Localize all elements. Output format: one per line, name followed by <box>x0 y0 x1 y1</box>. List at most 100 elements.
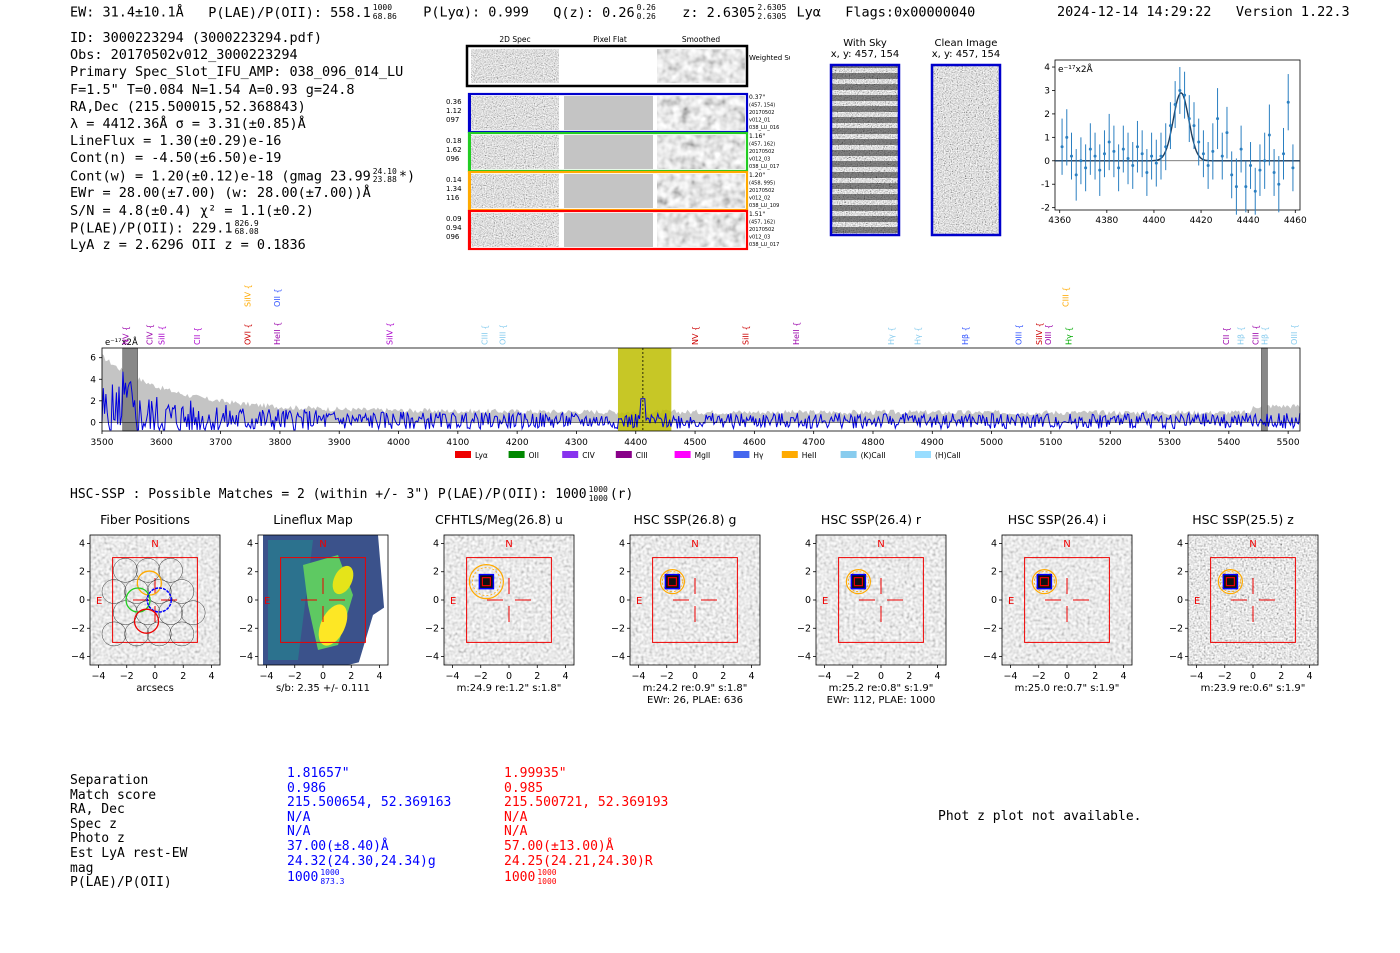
catalog-match-red <box>667 577 677 587</box>
image-panel-title: Fiber Positions <box>100 512 190 527</box>
north-label: N <box>1249 539 1256 550</box>
match-row-label: P(LAE)/P(OII) <box>70 875 172 891</box>
panel-ytick-label: 2 <box>79 567 85 578</box>
panel-ytick-label: −4 <box>71 652 85 663</box>
spectrum-noise-band <box>102 354 1300 423</box>
fiber-circle <box>124 621 149 647</box>
source-aperture <box>1031 569 1057 595</box>
panel-xtick-label: −2 <box>1218 671 1232 682</box>
source-aperture <box>1217 569 1243 595</box>
sky-cutout-image <box>90 535 220 665</box>
zoom-ytick-label: 1 <box>1044 133 1050 143</box>
svg-text:HeII: HeII <box>802 451 817 460</box>
spectrum-xtick-label: 5000 <box>980 438 1003 448</box>
zoom-data-point <box>1154 139 1158 187</box>
match-red-value: 215.500721, 52.369193 <box>504 795 669 811</box>
spectrum-xtick-label: 4400 <box>624 438 647 448</box>
north-label: N <box>151 539 158 550</box>
match-red-value: N/A <box>504 809 528 825</box>
image-panel: HSC SSP(26.8) g N E 4 2 0 −2 −4 −4 −2 0 2 4 m:24.2 re… <box>610 512 770 721</box>
spectrum-legend-item: OII <box>508 451 539 460</box>
spectrum-legend-item: HeII <box>781 451 817 460</box>
cutout-row-stat: 0.18 <box>446 137 462 145</box>
zoom-data-point <box>1206 142 1210 189</box>
svg-text:CIII: CIII <box>636 451 648 460</box>
panel-ytick-label: −2 <box>1169 623 1183 634</box>
cutout-row-meta: (457, 162) <box>749 220 775 226</box>
emission-line-label: Hβ { <box>1260 326 1269 345</box>
cutout-row-stat: 1.34 <box>446 185 462 193</box>
east-label: E <box>636 596 642 607</box>
zoom-ytick-label: 3 <box>1044 86 1050 96</box>
spectrum-flux-line <box>101 371 1301 432</box>
header-plya: P(Lyα): 0.999 <box>423 4 529 21</box>
panel-ytick-label: 0 <box>433 595 439 606</box>
cutout-row-meta: 1.51" <box>749 211 765 218</box>
panel-ytick-label: 2 <box>991 567 997 578</box>
panel-frame <box>815 534 947 666</box>
cutout-row-meta: v012_03 <box>749 235 770 241</box>
search-box <box>838 557 924 643</box>
spectrum-xtick-label: 4600 <box>743 438 766 448</box>
cutout-row-meta: 038_LU_017 <box>749 164 779 170</box>
panel-frame <box>629 534 761 666</box>
image-panel-caption: m:24.2 re:0.9" s:1.8" <box>643 683 748 694</box>
cutout-row-meta: 1.16" <box>749 133 765 140</box>
match-row-label: Photo z <box>70 831 125 847</box>
zoom-xtick-label: 4400 <box>1142 216 1165 226</box>
zoom-xtick-label: 4460 <box>1284 216 1307 226</box>
zoom-xtick-label: 4380 <box>1095 216 1118 226</box>
spectrum-ytick-label: 2 <box>90 397 96 407</box>
spectrum-xtick-label: 4300 <box>565 438 588 448</box>
image-panel: Lineflux Map N E 4 2 0 −2 −4 −4 −2 0 2 4 s/b: 2.35 +/… <box>238 512 398 721</box>
zoom-fit-curve <box>1055 91 1300 162</box>
zoom-data-point <box>1140 130 1144 178</box>
panel-ytick-label: 2 <box>619 567 625 578</box>
weighted-sum-row: Weighted Sum <box>465 44 790 88</box>
zoom-data-point <box>1277 156 1281 213</box>
clean-image <box>930 63 1002 237</box>
fiber-highlight-red <box>133 608 160 634</box>
col-header-pixel-flat: Pixel Flat <box>593 35 627 44</box>
emission-line-label: SiII { <box>157 325 166 345</box>
emission-line-label: Hγ { <box>887 327 896 345</box>
header-plae: P(LAE)/P(OII): 558.1 1000 68.86 <box>208 3 397 21</box>
panel-ytick-label: −4 <box>797 652 811 663</box>
emission-line-label: NV { <box>122 326 131 345</box>
info-fwhm: F=1.5" T=0.084 N=1.54 A=0.93 g=24.8 <box>70 81 355 98</box>
panel-ytick-label: −4 <box>239 652 253 663</box>
zoom-data-point <box>1088 123 1092 175</box>
image-panel-caption-2: EWr: 26, PLAE: 636 <box>647 695 743 706</box>
header-z: z: 2.6305 2.6305 2.6305 <box>682 3 787 21</box>
panel-xtick-label: −4 <box>631 671 645 682</box>
emission-line-label: CIII { <box>1062 287 1071 307</box>
match-blue-value: N/A <box>287 824 311 840</box>
east-label: E <box>822 596 828 607</box>
header-line: Lyα <box>796 4 821 21</box>
sky-cutout-image <box>1002 535 1132 665</box>
panel-xtick-label: −2 <box>120 671 134 682</box>
match-row-label: Separation <box>70 773 149 788</box>
cutout-row-meta: (457, 154) <box>749 103 775 109</box>
search-box <box>112 557 198 643</box>
image-panel-caption-2: EWr: 112, PLAE: 1000 <box>827 695 936 706</box>
north-label: N <box>1063 539 1070 550</box>
panel-xtick-label: 0 <box>878 671 884 682</box>
zoom-data-point <box>1272 149 1276 196</box>
panel-ytick-label: −2 <box>425 623 439 634</box>
sky-images <box>829 63 1002 237</box>
emission-line-label: Hγ { <box>1065 327 1074 345</box>
source-aperture <box>845 569 871 595</box>
match-row-label: Est LyA rest-EW <box>70 845 188 861</box>
emission-line-label: SiIV { <box>1035 322 1044 345</box>
fiber-highlight-blue <box>146 587 172 613</box>
zoom-data-point <box>1282 127 1286 180</box>
with-sky-title: With Sky x, y: 457, 154 <box>830 38 900 60</box>
match-row-label: Match score <box>70 787 157 803</box>
zoom-data-point <box>1267 104 1271 166</box>
plae-range: 1000 1000 <box>537 868 557 886</box>
